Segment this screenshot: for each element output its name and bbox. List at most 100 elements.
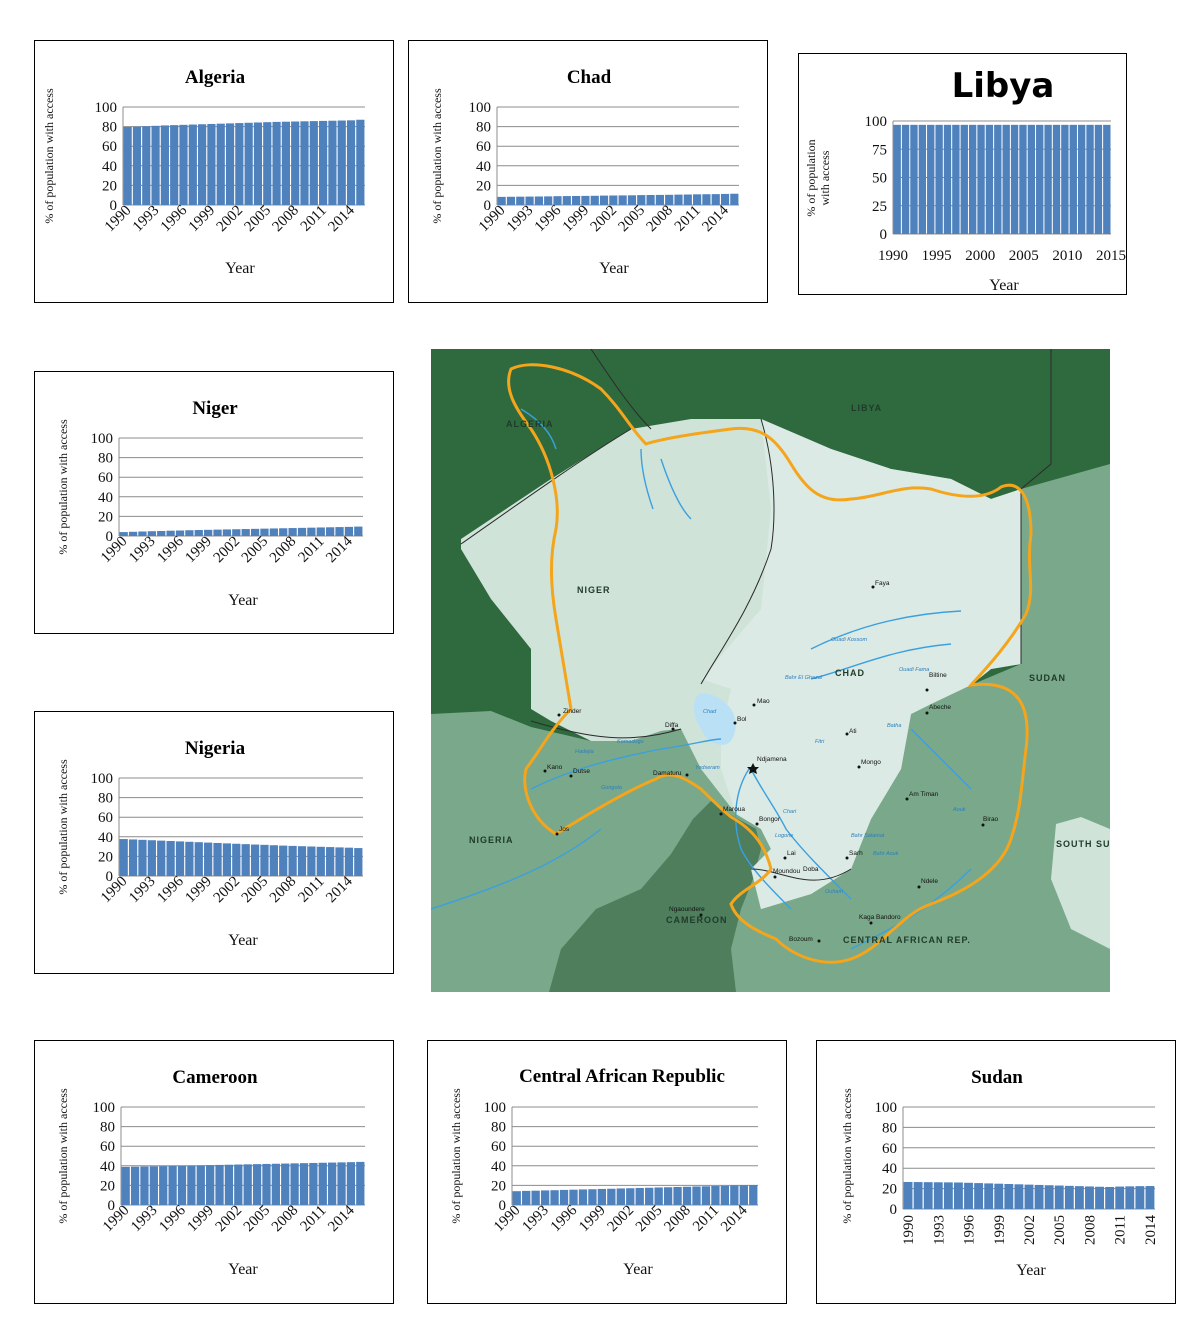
x-tick-label: 2014 xyxy=(325,1202,358,1235)
bar-2014 xyxy=(1094,124,1103,234)
map-country-label: CENTRAL AFRICAN REP. xyxy=(843,935,971,945)
bar-1993 xyxy=(918,124,927,234)
y-tick-label: 0 xyxy=(890,1202,898,1218)
map-river-label: Bahr El Ghazal xyxy=(785,675,823,681)
bar-1990 xyxy=(512,1191,521,1205)
bar-2000 xyxy=(590,195,599,205)
bar-2014 xyxy=(344,526,354,536)
x-tick-label: 1990 xyxy=(476,203,509,236)
bar-2003 xyxy=(1002,124,1010,234)
x-tick-label: 2008 xyxy=(643,203,676,236)
bar-1991 xyxy=(132,126,142,205)
x-tick-label: 1996 xyxy=(962,1215,978,1246)
bar-2011 xyxy=(316,846,325,876)
bar-2007 xyxy=(281,1163,290,1205)
map-city-label: Ndele xyxy=(921,878,938,885)
x-tick-label: 2014 xyxy=(325,202,358,235)
bar-2010 xyxy=(307,527,316,536)
map-river-label: Bahr Aouk xyxy=(873,851,899,857)
bar-2010 xyxy=(309,1162,318,1205)
chart-svg-libya: Libya 0 25 50 75 100 1990 1995 2000 2005 2010 2015 Y… xyxy=(804,66,1126,294)
bar-2003 xyxy=(618,195,627,205)
bar-1996 xyxy=(943,124,952,234)
bar-1998 xyxy=(194,842,203,876)
x-tick-label: 2014 xyxy=(699,202,732,235)
bar-1999 xyxy=(968,124,977,234)
y-tick-label: 40 xyxy=(98,830,113,846)
y-axis-label: % of population with access xyxy=(430,88,444,224)
bar-2008 xyxy=(682,1186,692,1205)
bar-2004 xyxy=(1010,124,1019,234)
bar-2013 xyxy=(711,194,720,205)
x-tick-label: 1993 xyxy=(504,203,537,236)
bar-2004 xyxy=(253,122,263,205)
bar-1998 xyxy=(960,124,968,234)
x-tick-label: 2011 xyxy=(295,534,327,566)
x-axis-label: Year xyxy=(228,592,258,609)
map-city-label: Maroua xyxy=(723,806,745,813)
bar-2010 xyxy=(683,194,692,205)
bar-1991 xyxy=(128,531,138,536)
bar-2007 xyxy=(673,1186,682,1205)
x-tick-label: 2011 xyxy=(1113,1215,1129,1244)
y-tick-label: 0 xyxy=(106,529,114,545)
bar-1999 xyxy=(206,1165,215,1205)
bar-1993 xyxy=(933,1182,943,1209)
chart-svg-cameroon: Cameroon 0 20 40 60 80 100 19901993199619992002… xyxy=(56,1067,365,1278)
bar-2002 xyxy=(235,123,244,205)
chart-svg-algeria: Algeria020406080100199019931996199920022… xyxy=(42,67,365,277)
x-tick-label: 2015 xyxy=(1096,248,1126,264)
bar-1994 xyxy=(534,196,543,205)
bar-1999 xyxy=(597,1188,607,1205)
bar-2013 xyxy=(730,1185,739,1205)
map-city-label: Ati xyxy=(849,728,857,735)
x-tick-label: 2005 xyxy=(241,1203,274,1236)
y-tick-label: 100 xyxy=(469,100,492,116)
bar-1990 xyxy=(119,532,128,536)
bar-1994 xyxy=(159,1166,168,1205)
bar-2010 xyxy=(307,846,316,876)
bar-2008 xyxy=(1044,124,1052,234)
x-tick-label: 2014 xyxy=(1143,1215,1159,1246)
x-axis-label: Year xyxy=(623,1261,653,1278)
map-city-label: Diffa xyxy=(665,722,679,729)
bar-2011 xyxy=(1115,1186,1125,1209)
bar-1994 xyxy=(157,531,166,536)
bar-2007 xyxy=(655,194,664,205)
x-tick-label: 1990 xyxy=(102,203,135,236)
bar-1990 xyxy=(123,126,132,205)
chart-panel-sudan: Sudan 0 20 40 60 80 100 1990 1993 1996 1999 2002 200… xyxy=(816,1040,1176,1304)
bar-1992 xyxy=(923,1182,933,1209)
x-tick-label: 1993 xyxy=(126,874,159,907)
bar-2015 xyxy=(749,1185,758,1205)
chart-svg-niger: Niger02040608010019901993199619992002200… xyxy=(56,398,363,609)
bar-2001 xyxy=(599,195,609,205)
x-tick-label: 2005 xyxy=(616,203,649,236)
bar-2012 xyxy=(720,1185,730,1205)
y-tick-label: 40 xyxy=(882,1161,897,1177)
map-city-label: Jos xyxy=(559,826,570,833)
x-tick-label: 1993 xyxy=(931,1215,947,1245)
bar-1993 xyxy=(147,840,156,876)
bar-2013 xyxy=(1086,124,1094,234)
bar-1992 xyxy=(138,531,147,536)
bar-2012 xyxy=(702,194,711,205)
map-river-label: Komadugu xyxy=(617,739,644,745)
x-tick-label: 1996 xyxy=(532,202,565,235)
y-tick-label: 40 xyxy=(102,159,117,175)
map-city-label: Moundou xyxy=(773,868,800,875)
bar-1996 xyxy=(553,196,562,205)
bar-2011 xyxy=(316,527,325,536)
y-tick-label: 100 xyxy=(95,100,118,116)
bar-2011 xyxy=(1069,124,1077,234)
y-tick-label: 20 xyxy=(491,1178,506,1194)
x-tick-label: 1996 xyxy=(548,1202,581,1235)
map-city-label: Biltine xyxy=(929,672,947,679)
bar-2004 xyxy=(250,528,260,536)
bar-1992 xyxy=(531,1190,540,1205)
chart-panel-cameroon: Cameroon 0 20 40 60 80 100 1990 1993 1996 1999 2002… xyxy=(34,1040,394,1304)
map-country-label: SOUTH SUDAN xyxy=(1056,839,1110,849)
bar-1990 xyxy=(903,1181,913,1209)
x-tick-label: 2005 xyxy=(1052,1215,1068,1245)
bar-2000 xyxy=(977,124,985,234)
